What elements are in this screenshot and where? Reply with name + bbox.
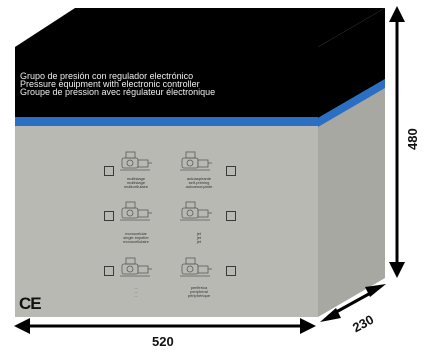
product-caption: autoaspirante self-priming autoamorçante	[185, 176, 213, 189]
front-blue-stripe	[15, 117, 318, 126]
product-caption: monocelular single impeller monocellulaire	[123, 231, 149, 244]
product-checkbox[interactable]	[104, 166, 114, 176]
width-dimension-arrow	[14, 318, 316, 334]
header-line-3: Groupe de pression avec régulateur élect…	[20, 87, 216, 97]
pump-icon	[180, 151, 212, 171]
product-checkbox[interactable]	[226, 266, 236, 276]
product-caption: multistage multistage multicellulaire	[123, 176, 149, 189]
height-dimension-arrow	[389, 6, 405, 278]
product-caption: jet jet jet	[196, 231, 202, 244]
product-caption: .........	[134, 285, 138, 298]
product-checkbox[interactable]	[226, 211, 236, 221]
product-caption: periferica peripheral périphérique	[187, 285, 211, 298]
front-black-band	[15, 47, 318, 117]
ce-mark: CE	[19, 294, 42, 313]
side-blue-stripe	[318, 79, 385, 127]
pump-icon	[180, 257, 212, 277]
product-checkbox[interactable]	[226, 166, 236, 176]
product-checkbox[interactable]	[104, 266, 114, 276]
box-top-face	[15, 8, 385, 47]
height-dimension-label: 480	[405, 128, 420, 150]
pump-icon	[120, 201, 152, 221]
product-checkbox[interactable]	[104, 211, 114, 221]
depth-dimension-arrow	[320, 284, 386, 322]
header-line-2: Pressure equipment with electronic contr…	[20, 79, 200, 89]
side-black-band	[318, 8, 385, 118]
pump-icon	[120, 151, 152, 171]
header-line-1: Grupo de presión con regulador electróni…	[20, 71, 194, 81]
pump-icon	[120, 257, 152, 277]
width-dimension-label: 520	[152, 334, 174, 349]
pump-icon	[180, 201, 212, 221]
